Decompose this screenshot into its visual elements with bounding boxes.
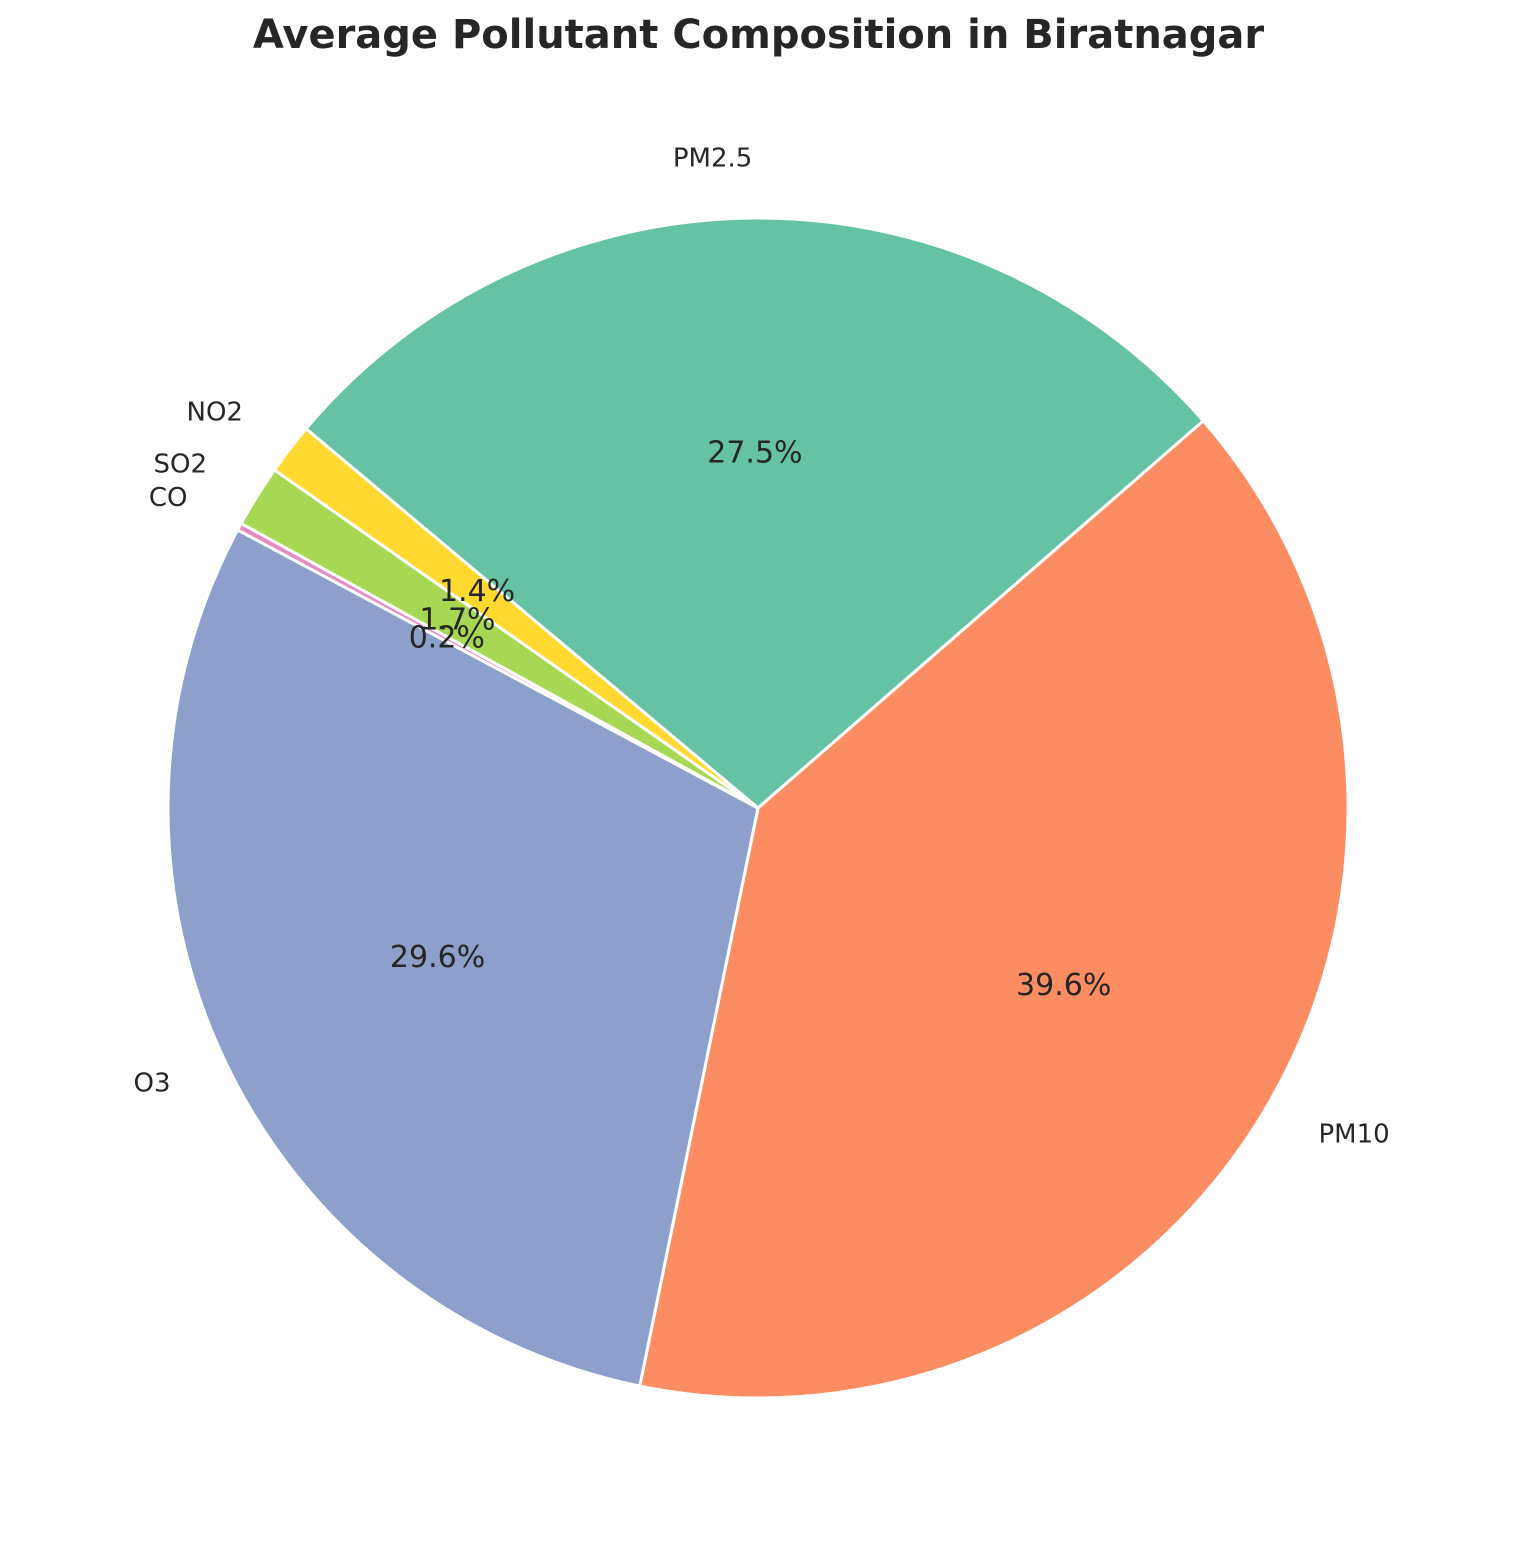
slice-label-pm25: PM2.5: [673, 144, 752, 174]
pie-slice-o3: [166, 528, 760, 1388]
slice-label-pm10: PM10: [1318, 1120, 1389, 1150]
slice-label-o3: O3: [134, 1068, 171, 1098]
slice-pct-o3: 29.6%: [390, 940, 485, 975]
slice-pct-co: 0.2%: [409, 621, 485, 656]
slice-pct-no2: 1.4%: [439, 574, 515, 609]
slice-label-no2: NO2: [187, 398, 243, 428]
pie-labels: PM2.5 27.5% PM10 39.6% O3 29.6% CO 0.2% SO2 1.7% N…: [134, 144, 1390, 1150]
slice-label-co: CO: [149, 483, 188, 513]
pie-slice-pm25: [304, 216, 1205, 810]
chart-title: Average Pollutant Composition in Biratna…: [252, 12, 1265, 58]
pie-slices: [166, 216, 1350, 1400]
slice-pct-pm10: 39.6%: [1016, 968, 1111, 1003]
slice-pct-pm25: 27.5%: [707, 436, 802, 471]
pie-slice-pm10: [638, 419, 1350, 1400]
pie-slice-no2: [272, 427, 760, 810]
slice-pct-so2: 1.7%: [419, 602, 495, 637]
slice-label-so2: SO2: [154, 450, 208, 480]
